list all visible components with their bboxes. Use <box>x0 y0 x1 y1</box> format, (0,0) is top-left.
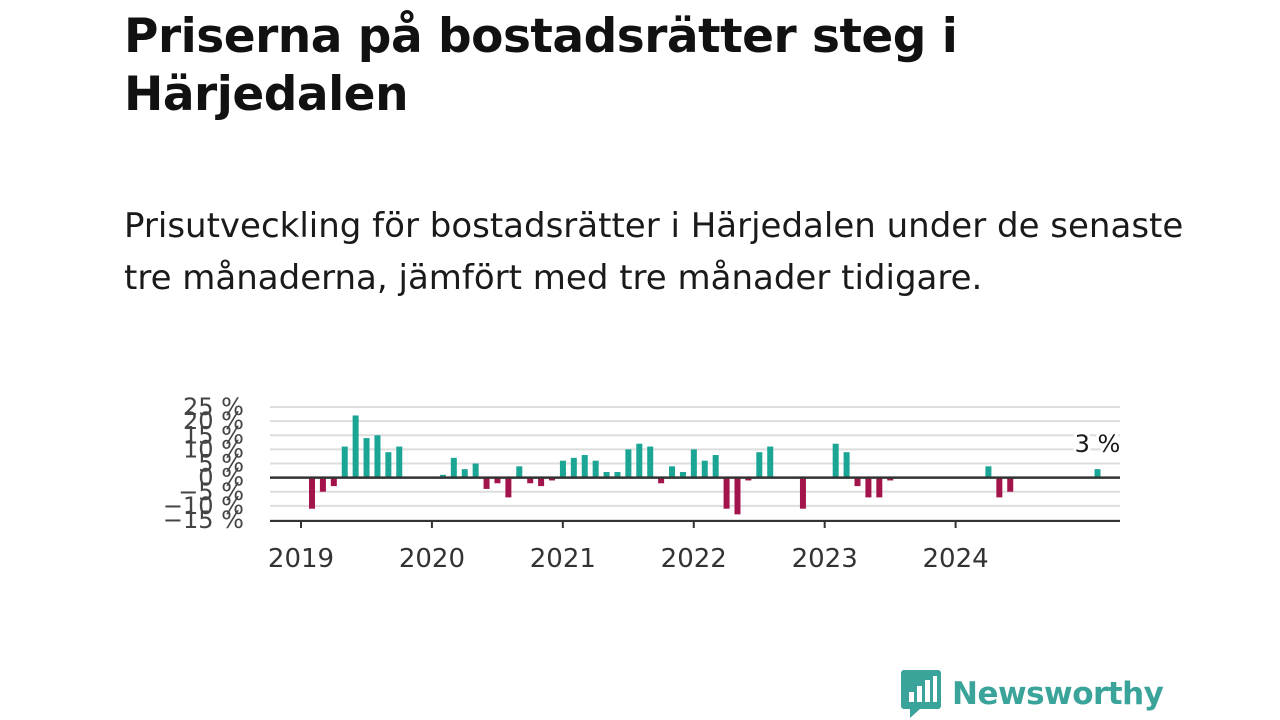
y-tick-label: −15 % <box>163 506 244 534</box>
y-axis-labels: 25 %20 %15 %10 %5 %0 %−5 %−10 %−15 % <box>163 393 244 534</box>
newsworthy-logo: Newsworthy <box>900 668 1164 720</box>
page-title: Priserna på bostadsrätter steg i Härjeda… <box>124 9 958 122</box>
x-tick-label: 2022 <box>661 544 727 574</box>
bar <box>832 443 839 478</box>
bar <box>985 466 992 478</box>
last-value-label: 3 % <box>1075 430 1121 458</box>
bar <box>1007 477 1014 492</box>
bar <box>679 471 686 478</box>
bar <box>723 477 730 509</box>
y-tick-label: −10 % <box>163 492 244 520</box>
bar <box>516 466 523 478</box>
bar <box>494 477 501 484</box>
y-tick-label: 20 % <box>183 407 244 435</box>
x-tick-label: 2024 <box>923 544 989 574</box>
bar <box>549 477 556 481</box>
bar <box>374 435 381 478</box>
chart-subtitle: Prisutveckling för bostadsrätter i Härje… <box>124 206 1184 298</box>
x-tick-label: 2020 <box>399 544 465 574</box>
bar <box>887 477 894 481</box>
y-tick-label: 25 % <box>183 393 244 421</box>
bar <box>701 460 708 478</box>
bars <box>309 415 1101 515</box>
bar-chart: 25 %20 %15 %10 %5 %0 %−5 %−10 %−15 % 201… <box>163 393 1123 574</box>
bar <box>636 443 643 478</box>
bar <box>603 471 610 478</box>
x-tick-label: 2021 <box>530 544 596 574</box>
bar <box>876 477 883 498</box>
y-tick-label: −5 % <box>178 478 244 506</box>
y-tick-label: 15 % <box>183 421 244 449</box>
bar <box>996 477 1003 498</box>
brand-name: Newsworthy <box>952 676 1164 712</box>
bar <box>865 477 872 498</box>
bar <box>538 477 545 487</box>
bar <box>799 477 806 509</box>
bar <box>767 446 774 478</box>
bar <box>527 477 534 484</box>
bar <box>734 477 741 515</box>
bar <box>581 455 588 478</box>
bar <box>625 449 632 478</box>
bar <box>341 446 348 478</box>
bar <box>396 446 403 478</box>
bar <box>352 415 359 478</box>
bar <box>669 466 676 478</box>
bar <box>363 438 370 478</box>
bar <box>319 477 326 492</box>
bar <box>1094 469 1101 478</box>
bar <box>570 457 577 478</box>
bar <box>483 477 490 489</box>
bar <box>439 474 446 478</box>
x-tick-label: 2019 <box>268 544 334 574</box>
bar <box>690 449 697 478</box>
bar <box>472 463 479 478</box>
bar <box>614 471 621 478</box>
bar <box>745 477 752 481</box>
x-axis-labels: 2019 2020 2021 2022 2023 2024 <box>268 521 989 574</box>
bar <box>712 455 719 478</box>
bar <box>385 452 392 478</box>
bar <box>843 452 850 478</box>
bar <box>309 477 315 509</box>
bar <box>647 446 654 478</box>
bar <box>450 457 457 478</box>
bar <box>854 477 861 487</box>
bar <box>330 477 337 487</box>
bar <box>658 477 665 484</box>
bar <box>461 469 468 478</box>
y-tick-label: 0 % <box>198 464 244 492</box>
y-tick-label: 10 % <box>183 435 244 463</box>
bar <box>756 452 763 478</box>
x-tick-label: 2023 <box>792 544 858 574</box>
bar-chart-speech-bubble-icon <box>901 670 941 718</box>
bar <box>505 477 512 498</box>
bar <box>592 460 599 478</box>
y-tick-label: 5 % <box>198 450 244 478</box>
bar <box>559 460 566 478</box>
